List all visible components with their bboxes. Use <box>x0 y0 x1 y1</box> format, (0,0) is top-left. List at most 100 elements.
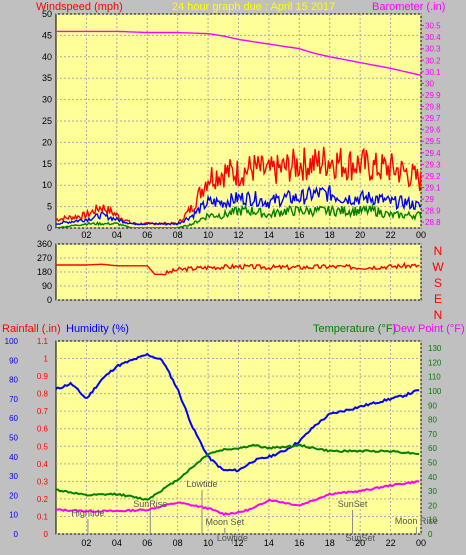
top-left-tick-label: 20 <box>42 137 52 147</box>
bottom-series-line-2 <box>56 480 420 517</box>
humidity-tick-label: 90 <box>9 356 18 365</box>
temperature-tick-label: 20 <box>428 501 437 510</box>
direction-tick-label: 90 <box>42 281 52 291</box>
event-label: Moon Set <box>206 517 245 527</box>
top-right-tick-label: 30.5 <box>425 22 441 31</box>
top-x-tick-label: 08 <box>173 230 183 240</box>
rainfall-tick-label: 0.4 <box>37 460 49 469</box>
direction-letter-label: E <box>434 292 442 306</box>
top-left-tick-label: 30 <box>42 95 52 105</box>
top-x-tick-label: 06 <box>142 230 152 240</box>
temperature-tick-label: 40 <box>428 473 437 482</box>
top-right-tick-label: 29.3 <box>425 160 441 169</box>
direction-tick-label: 270 <box>37 253 52 263</box>
series-line-3 <box>56 30 421 76</box>
humidity-tick-label: 30 <box>9 472 18 481</box>
top-x-tick-label: 18 <box>325 230 335 240</box>
temperature-tick-label: 80 <box>428 416 437 425</box>
event-label: SunSet <box>338 499 368 509</box>
top-right-tick-label: 29.6 <box>425 126 441 135</box>
top-right-tick-label: 30 <box>425 79 434 88</box>
top-left-axis-label: Windspeed (mph) <box>36 1 123 13</box>
temperature-tick-label: 70 <box>428 430 437 439</box>
top-x-tick-label: 02 <box>81 230 91 240</box>
rainfall-tick-label: 0.9 <box>37 372 49 381</box>
top-left-tick-label: 50 <box>42 9 52 19</box>
top-chart-title: 24 hour graph due : April 15 2017 <box>172 1 335 13</box>
top-right-tick-label: 30.3 <box>425 45 441 54</box>
rainfall-tick-label: 0.7 <box>37 407 49 416</box>
humidity-tick-label: 80 <box>9 376 18 385</box>
top-left-tick-label: 15 <box>42 159 52 169</box>
top-right-tick-label: 30.4 <box>425 33 441 42</box>
bottom-x-tick-label: 22 <box>386 538 396 548</box>
humidity-tick-label: 20 <box>9 491 18 500</box>
rainfall-tick-label: 0.2 <box>37 495 49 504</box>
top-x-tick-label: 14 <box>264 230 274 240</box>
temperature-tick-label: 100 <box>428 387 442 396</box>
series-line-1 <box>56 185 421 226</box>
temperature-tick-label: 30 <box>428 487 437 496</box>
humidity-tick-label: 60 <box>9 414 18 423</box>
bottom-x-tick-label: 18 <box>325 538 335 548</box>
top-x-tick-label: 10 <box>203 230 213 240</box>
top-right-tick-label: 29.7 <box>425 114 441 123</box>
temperature-tick-label: 130 <box>428 344 442 353</box>
bottom-x-tick-label: 06 <box>142 538 152 548</box>
direction-letter-label: N <box>434 244 443 258</box>
event-label: Lowtide <box>217 533 248 543</box>
top-right-tick-label: 29.5 <box>425 137 441 146</box>
top-right-tick-label: 29 <box>425 195 434 204</box>
direction-tick-label: 0 <box>47 295 52 305</box>
top-right-tick-label: 29.1 <box>425 184 441 193</box>
bottom-series-line-0 <box>56 352 420 473</box>
top-x-tick-label: 00 <box>416 230 426 240</box>
direction-series-line <box>56 261 420 276</box>
humidity-tick-label: 100 <box>5 337 19 346</box>
top-right-tick-label: 30.2 <box>425 56 441 65</box>
top-left-tick-label: 45 <box>42 30 52 40</box>
top-right-tick-label: 29.2 <box>425 172 441 181</box>
direction-letter-label: S <box>434 276 442 290</box>
bottom-x-tick-label: 14 <box>264 538 274 548</box>
rainfall-tick-label: 0.5 <box>37 442 49 451</box>
temperature-tick-label: 110 <box>428 373 441 382</box>
event-label: Hightide <box>71 508 104 518</box>
top-right-tick-label: 29.8 <box>425 103 441 112</box>
direction-tick-label: 360 <box>37 239 52 249</box>
event-label: SunSet <box>345 533 375 543</box>
rainfall-tick-label: 0.1 <box>37 512 49 521</box>
top-right-tick-label: 30.1 <box>425 68 441 77</box>
bottom-series-line-1 <box>56 443 420 501</box>
bottom-x-tick-label: 08 <box>173 538 183 548</box>
event-label: Lowtide <box>186 479 217 489</box>
bottom-x-tick-label: 10 <box>203 538 213 548</box>
humidity-tick-label: 10 <box>9 511 18 520</box>
temperature-tick-label: 60 <box>428 444 437 453</box>
bottom-x-tick-label: 02 <box>81 538 91 548</box>
top-left-tick-label: 35 <box>42 73 52 83</box>
temperature-tick-label: 120 <box>428 358 442 367</box>
temperature-axis-label: Temperature (°F) <box>313 323 396 335</box>
temperature-tick-label: 50 <box>428 459 437 468</box>
top-left-tick-label: 40 <box>42 52 52 62</box>
bottom-x-tick-label: 00 <box>416 538 426 548</box>
humidity-tick-label: 70 <box>9 395 18 404</box>
humidity-tick-label: 0 <box>14 530 19 539</box>
humidity-tick-label: 50 <box>9 434 18 443</box>
top-left-tick-label: 5 <box>47 202 52 212</box>
top-x-tick-label: 20 <box>355 230 365 240</box>
top-x-tick-label: 04 <box>112 230 122 240</box>
rainfall-tick-label: 1 <box>44 355 49 364</box>
temperature-tick-label: 10 <box>428 516 437 525</box>
top-right-tick-label: 28.8 <box>425 218 441 227</box>
series-line-2 <box>56 203 421 228</box>
rainfall-tick-label: 0 <box>44 530 49 539</box>
event-label: SunRise <box>133 499 167 509</box>
bottom-x-tick-label: 04 <box>112 538 122 548</box>
event-label: Moon Rise <box>395 516 438 526</box>
top-left-tick-label: 25 <box>42 116 52 126</box>
rainfall-tick-label: 0.8 <box>37 390 49 399</box>
